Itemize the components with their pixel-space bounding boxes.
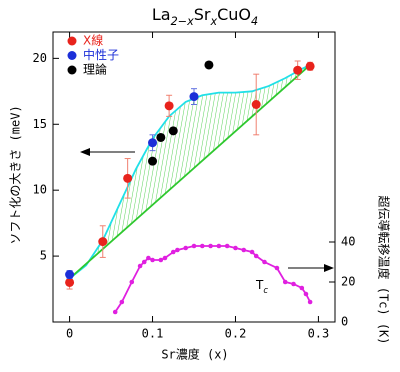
marker [291, 281, 296, 287]
x-tick-label: 0.2 [225, 327, 247, 341]
marker [123, 173, 133, 183]
marker [282, 279, 288, 285]
marker [129, 279, 135, 285]
text-part: CuO [217, 5, 251, 24]
legend-marker [67, 51, 77, 60]
marker [307, 299, 313, 305]
text-part: La [152, 5, 171, 24]
subscript: 4 [251, 15, 258, 28]
marker [216, 243, 222, 249]
legend-label: X線 [83, 33, 103, 48]
legend-marker [67, 65, 77, 75]
y2-tick-label: 40 [341, 235, 355, 249]
text-part: Sr [194, 5, 211, 24]
marker [170, 249, 176, 255]
y-tick-label: 5 [40, 249, 47, 263]
marker [303, 291, 309, 297]
marker [150, 257, 155, 263]
marker [224, 243, 230, 249]
series-line [68, 64, 311, 280]
marker [299, 285, 305, 291]
marker [191, 243, 197, 249]
marker [65, 277, 75, 287]
subscript: 2−x [171, 15, 194, 28]
marker [199, 243, 205, 249]
marker [241, 247, 247, 253]
marker [98, 237, 108, 247]
y-axis-label: ソフト化の大きさ (meV) [9, 105, 23, 244]
y-tick-label: 10 [33, 183, 47, 197]
marker [146, 255, 151, 261]
chart-title: La2−xSrxCuO4 [152, 5, 258, 28]
arrow-left [80, 148, 135, 156]
marker [204, 60, 214, 70]
y-tick-label: 15 [33, 117, 47, 131]
marker [189, 92, 199, 102]
marker [233, 245, 238, 251]
marker [158, 257, 164, 263]
marker [65, 270, 75, 280]
marker [137, 263, 143, 269]
marker [162, 255, 168, 261]
marker [119, 299, 125, 305]
marker [168, 126, 178, 136]
marker [148, 156, 158, 166]
marker [175, 247, 180, 253]
marker [208, 243, 213, 249]
marker [164, 101, 174, 111]
x-tick-label: 0.3 [308, 327, 330, 341]
y2-tick-label: 0 [341, 315, 348, 329]
series-line [114, 245, 311, 313]
marker [156, 132, 166, 142]
tc-annotation: Tc [255, 278, 268, 295]
x-tick-label: 0.1 [142, 327, 164, 341]
marker [293, 65, 303, 75]
legend-marker [67, 36, 77, 46]
marker [148, 138, 158, 148]
marker [262, 259, 267, 265]
legend-label: 中性子 [83, 47, 119, 62]
marker [305, 61, 315, 71]
plot-frame [52, 31, 336, 323]
legend-label: 理論 [83, 62, 107, 77]
marker [251, 100, 261, 109]
marker [141, 259, 147, 265]
x-tick-label: 0 [66, 327, 73, 341]
y2-axis-label: 超伝導転移温度 (Tc) (K) [377, 195, 392, 344]
subscript: x [209, 15, 217, 28]
y-tick-label: 20 [33, 51, 47, 65]
marker [183, 245, 189, 251]
marker [274, 265, 280, 271]
arrow-right [288, 264, 334, 272]
y2-tick-label: 20 [341, 275, 355, 289]
marker [112, 309, 118, 315]
text-part: T [255, 278, 264, 292]
subscript: c [263, 285, 268, 295]
x-axis-label: Sr濃度 (x) [161, 347, 228, 362]
marker [249, 249, 255, 255]
marker [253, 253, 259, 259]
